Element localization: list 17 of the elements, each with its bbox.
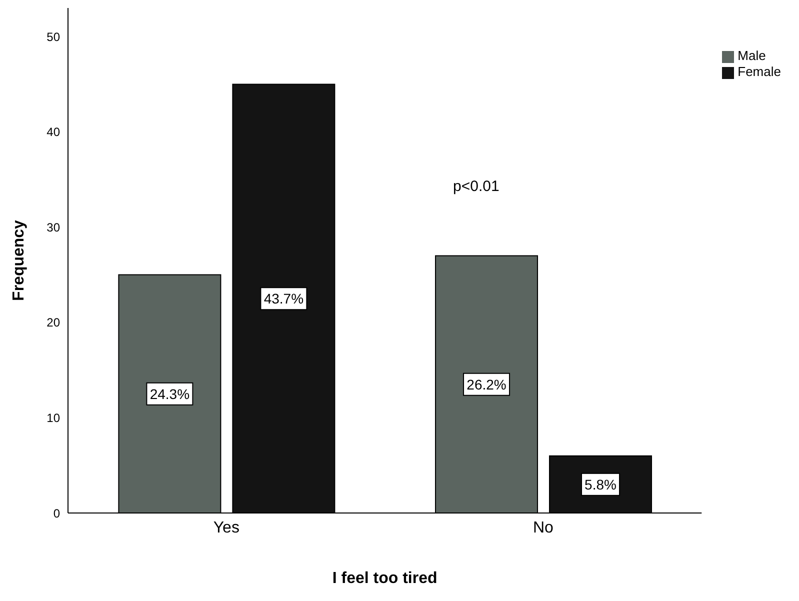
legend-label: Male xyxy=(738,48,766,63)
x-tick-label: Yes xyxy=(213,519,240,536)
legend-label: Female xyxy=(738,64,781,79)
y-tick-label: 30 xyxy=(46,220,60,234)
y-tick-label: 20 xyxy=(46,316,60,330)
x-tick-label: No xyxy=(533,519,554,536)
annotation: 43.7% xyxy=(264,290,304,307)
annotation: 5.8% xyxy=(584,476,616,492)
y-tick-label: 40 xyxy=(46,125,60,140)
y-tick-label: 0 xyxy=(53,506,60,520)
annotation: 24.3% xyxy=(150,386,190,402)
y-tick-label: 50 xyxy=(46,30,60,44)
annotation: p<0.01 xyxy=(453,178,500,195)
y-axis-title: Frequency xyxy=(10,220,28,301)
x-axis-title: I feel too tired xyxy=(332,570,438,587)
y-tick-label: 10 xyxy=(46,410,60,425)
annotation: 26.2% xyxy=(466,376,506,392)
